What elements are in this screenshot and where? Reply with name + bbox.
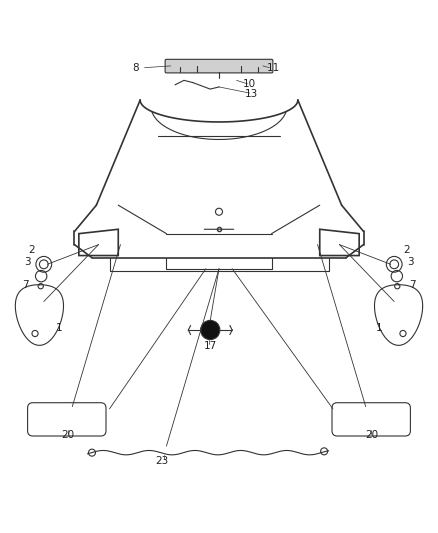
Text: 1: 1 xyxy=(375,323,382,333)
Text: 7: 7 xyxy=(22,280,29,290)
Text: 17: 17 xyxy=(204,341,217,351)
Text: 20: 20 xyxy=(366,430,379,440)
Text: 7: 7 xyxy=(409,280,416,290)
Circle shape xyxy=(201,320,220,340)
Text: 11: 11 xyxy=(267,63,280,72)
Text: 10: 10 xyxy=(243,79,256,89)
FancyBboxPatch shape xyxy=(165,59,273,73)
Text: 2: 2 xyxy=(28,245,35,255)
Text: 3: 3 xyxy=(24,257,31,267)
Text: 13: 13 xyxy=(245,89,258,99)
Text: 2: 2 xyxy=(403,245,410,255)
Text: 8: 8 xyxy=(132,63,139,72)
Text: 23: 23 xyxy=(155,456,169,465)
Text: 3: 3 xyxy=(407,257,414,267)
Text: 1: 1 xyxy=(56,323,63,333)
Text: 20: 20 xyxy=(61,430,74,440)
